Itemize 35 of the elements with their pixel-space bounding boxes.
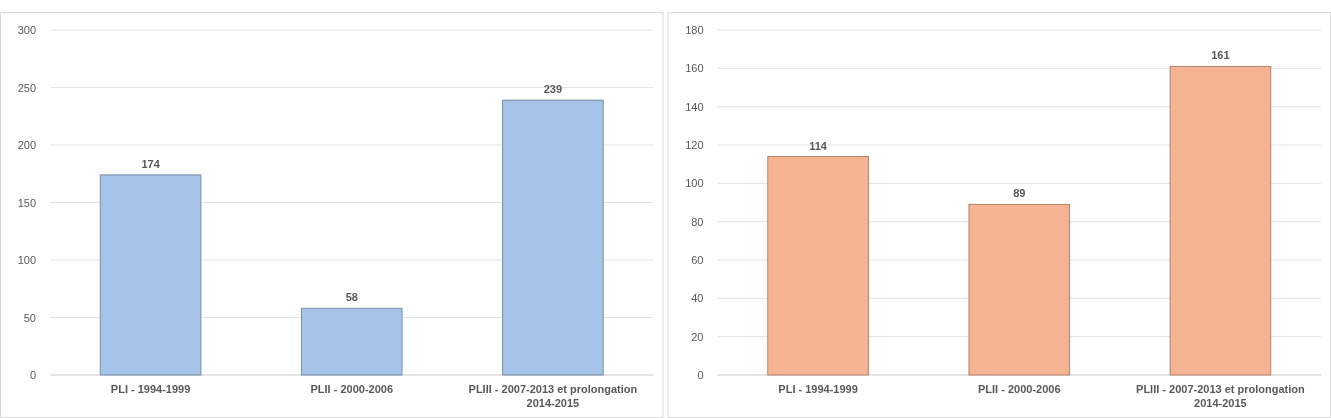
y-tick-label: 180 [685,24,704,36]
x-tick-label: PLIII - 2007-2013 et prolongation 2014-2015 [468,383,638,409]
y-tick-label: 0 [29,369,36,381]
y-tick-label: 60 [691,254,704,266]
data-label: 239 [543,83,563,96]
bar [968,203,1071,376]
y-tick-label: 100 [685,177,704,190]
data-label: 161 [1211,49,1230,62]
y-tick-label: 300 [17,24,36,36]
y-tick-label: 200 [17,139,36,151]
x-tick-label: PLII - 2000-2006 [310,383,394,395]
y-tick-label: 120 [685,139,704,151]
y-tick-label: 250 [17,81,36,94]
y-tick-label: 100 [17,254,36,266]
y-tick-label: 50 [23,311,36,324]
x-tick-label: PLII - 2000-2006 [977,383,1061,395]
y-tick-label: 160 [685,62,704,75]
data-label: 58 [345,291,358,304]
data-label: 114 [809,139,828,152]
y-tick-label: 40 [691,292,704,305]
y-tick-label: 0 [697,369,704,381]
x-tick-label: PLIII - 2007-2013 et prolongation 2014-2015 [1136,383,1306,409]
y-tick-label: 150 [17,196,36,209]
bar [1169,65,1272,376]
y-tick-label: 140 [685,100,704,113]
x-tick-label: PLI - 1994-1999 [778,383,858,395]
y-tick-label: 20 [691,330,704,343]
bar [502,99,604,376]
y-tick-label: 80 [691,215,704,228]
data-label: 89 [1013,187,1026,200]
bar [767,156,869,376]
bar [99,174,202,376]
bar [300,307,403,376]
x-tick-label: PLI - 1994-1999 [110,383,191,395]
data-label: 174 [141,157,161,170]
